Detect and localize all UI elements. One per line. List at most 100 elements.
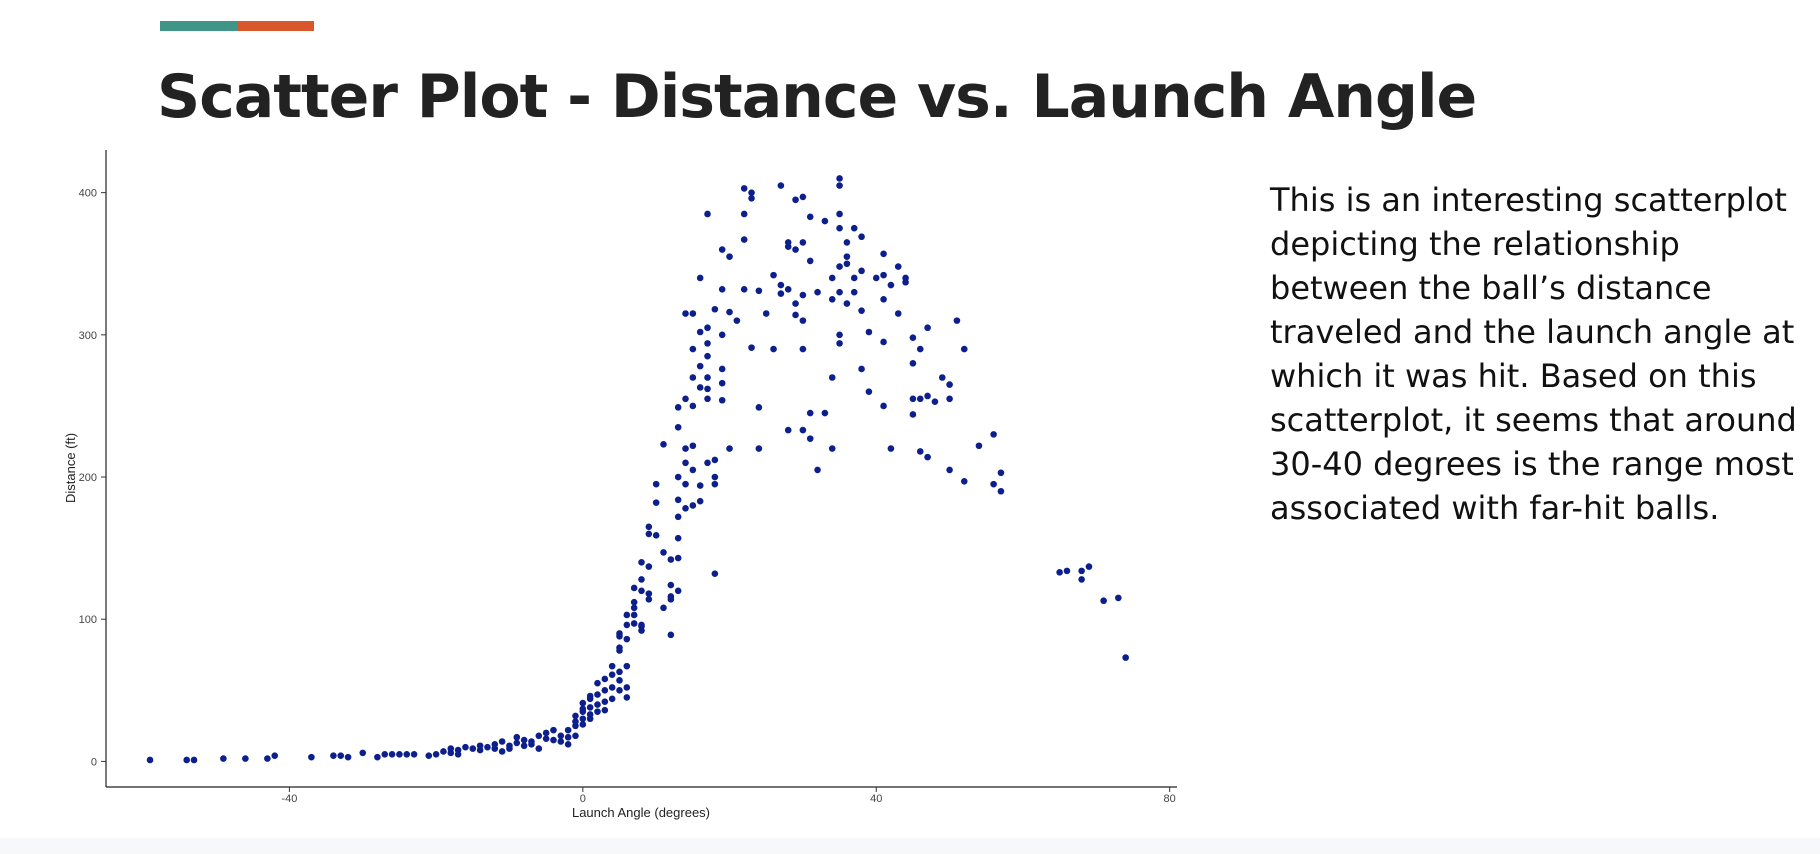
data-point: [616, 630, 623, 637]
data-point: [1078, 567, 1085, 575]
data-point: [711, 570, 719, 578]
data-point: [880, 295, 887, 303]
data-point: [432, 750, 440, 758]
data-point: [711, 473, 719, 481]
data-point: [836, 340, 843, 347]
data-point: [997, 487, 1005, 495]
data-point: [337, 752, 345, 760]
data-point: [498, 738, 506, 745]
data-point: [674, 473, 682, 481]
data-point: [572, 732, 579, 740]
data-point: [608, 662, 616, 670]
data-point: [513, 733, 521, 741]
data-point: [696, 362, 704, 370]
data-point: [674, 404, 682, 411]
y-axis-label: Distance (ft): [63, 433, 78, 503]
data-point: [623, 662, 631, 670]
data-point: [806, 435, 814, 442]
data-point: [616, 687, 623, 694]
data-point: [557, 738, 565, 745]
data-point: [733, 317, 741, 324]
data-point: [799, 193, 807, 201]
data-point: [762, 310, 770, 317]
data-point: [792, 311, 799, 319]
data-point: [660, 441, 667, 448]
data-point: [689, 402, 697, 410]
data-point: [711, 456, 719, 464]
data-point: [682, 310, 689, 317]
data-point: [308, 753, 315, 761]
data-point: [850, 224, 858, 232]
data-point: [146, 756, 154, 764]
data-point: [476, 746, 484, 754]
data-point: [264, 755, 271, 762]
data-point: [645, 596, 653, 603]
data-point: [828, 445, 836, 452]
data-point: [638, 559, 645, 566]
data-point: [916, 395, 924, 403]
data-point: [190, 756, 198, 764]
data-point: [755, 445, 763, 452]
data-point: [924, 324, 931, 332]
data-point: [572, 712, 579, 720]
data-point: [916, 345, 924, 353]
data-point: [513, 739, 521, 747]
data-point: [821, 409, 829, 417]
data-point: [946, 381, 953, 388]
data-point: [704, 459, 711, 467]
data-point: [410, 750, 418, 758]
data-point: [836, 182, 843, 189]
data-point: [814, 288, 821, 296]
data-point: [718, 331, 726, 339]
data-point: [1122, 654, 1129, 661]
data-point: [792, 300, 799, 307]
data-point: [242, 755, 249, 762]
y-tick-label: 400: [79, 188, 97, 200]
data-point: [858, 365, 865, 373]
data-point: [784, 426, 792, 434]
data-point: [880, 338, 887, 346]
data-point: [498, 748, 506, 755]
data-point: [623, 694, 631, 701]
x-tick-label: 40: [870, 793, 882, 805]
data-point: [623, 684, 631, 691]
y-tick-label: 300: [79, 330, 97, 342]
data-point: [799, 291, 807, 299]
data-point: [696, 328, 704, 336]
data-point: [454, 750, 462, 758]
data-point: [660, 549, 667, 556]
x-tick-label: -40: [281, 793, 297, 805]
data-point: [755, 404, 763, 411]
data-point: [396, 750, 403, 758]
data-point: [799, 426, 807, 434]
data-point: [894, 263, 902, 270]
data-point: [704, 385, 711, 393]
data-point: [704, 324, 711, 332]
data-point: [506, 745, 513, 752]
data-point: [674, 423, 682, 431]
data-point: [828, 274, 836, 282]
data-point: [594, 691, 601, 698]
data-point: [924, 392, 931, 400]
data-point: [660, 604, 667, 612]
data-point: [586, 692, 594, 700]
y-tick-label: 100: [79, 614, 97, 626]
data-point: [784, 243, 792, 250]
data-point: [726, 308, 733, 316]
data-point: [652, 499, 660, 506]
data-point: [843, 260, 851, 268]
data-point: [440, 748, 447, 755]
data-point: [990, 431, 997, 438]
data-point: [469, 745, 477, 752]
data-point: [682, 480, 689, 488]
data-point: [740, 236, 748, 243]
data-point: [806, 409, 814, 417]
data-point: [821, 217, 829, 225]
data-point: [711, 480, 719, 488]
data-point: [630, 598, 638, 606]
data-point: [645, 563, 653, 570]
data-point: [696, 497, 704, 505]
data-point: [638, 587, 645, 595]
data-point: [359, 749, 367, 757]
